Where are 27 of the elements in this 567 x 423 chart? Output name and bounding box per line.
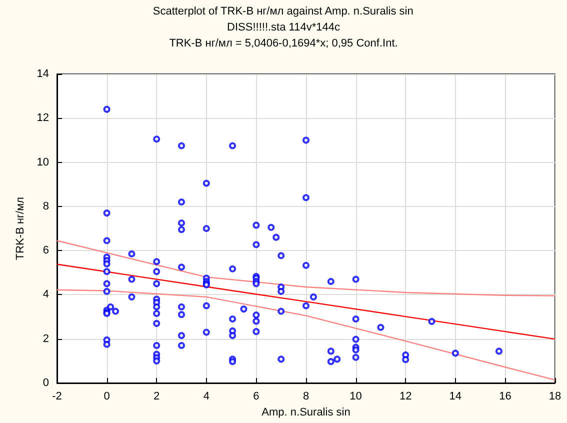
chart-subtitle: DISS!!!!!.sta 114v*144c (227, 22, 340, 34)
y-tick-label: 2 (42, 332, 49, 345)
line-series (56, 264, 556, 340)
line-series (56, 240, 556, 296)
x-tick-label: 0 (104, 390, 110, 402)
chart-title: Scatterplot of TRK-B нг/мл against Amp. n.Suralis sin (152, 6, 414, 18)
y-tick-label: 12 (36, 112, 49, 124)
y-tick-label: 6 (42, 244, 49, 257)
x-axis-title: Amp. n.Suralis sin (262, 406, 350, 418)
x-tick-label: 10 (350, 390, 362, 402)
x-tick-label: 18 (548, 390, 562, 402)
x-tick-label: 12 (399, 390, 412, 402)
y-axis-title: TRK-B нг/мл (14, 196, 26, 260)
x-tick-label: 16 (499, 390, 512, 402)
x-tick-label: 6 (253, 390, 260, 402)
y-tick-label: 4 (42, 288, 49, 301)
y-tick-label: 0 (42, 377, 49, 389)
text: TRK-B нг/мл = 5,0406-0,1694*x; 0,95 Conf.Int. (169, 38, 398, 50)
x-tick-label: 14 (449, 390, 462, 402)
y-tick-label: 10 (36, 156, 49, 168)
y-tick-label: 14 (36, 68, 49, 80)
x-tick-label: 2 (154, 390, 160, 402)
y-tick-label: 8 (42, 200, 49, 212)
x-tick-label: 4 (203, 390, 210, 402)
line-series (56, 289, 556, 381)
x-tick-label: 8 (302, 390, 310, 402)
x-tick-label: -2 (52, 390, 62, 402)
